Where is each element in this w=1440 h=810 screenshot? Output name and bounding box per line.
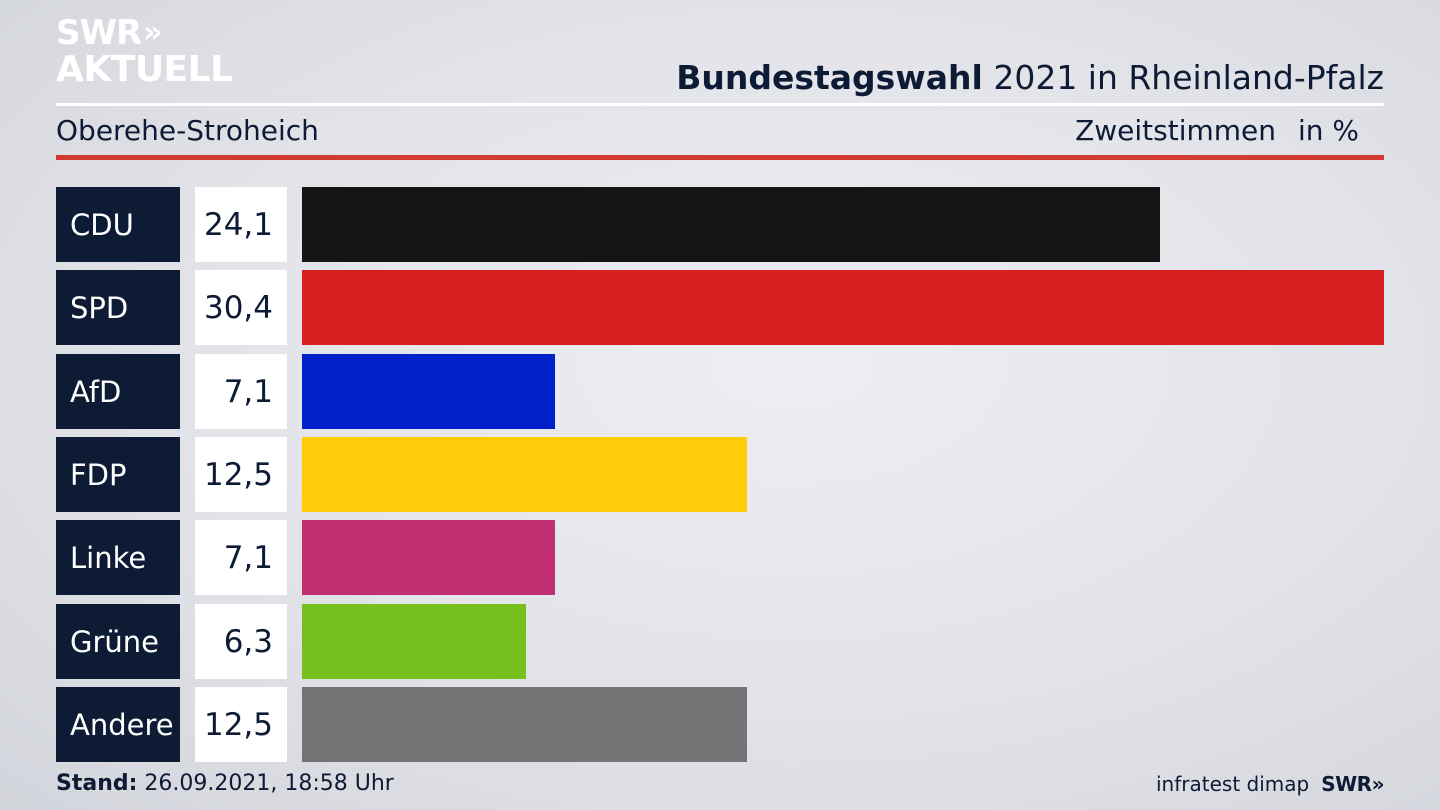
party-label: AfD (56, 354, 180, 429)
bar (302, 354, 555, 429)
title-bold: Bundestagswahl (676, 58, 983, 97)
logo-chevrons-icon: » (143, 15, 163, 50)
vote-type-label: Zweitstimmen (1075, 114, 1276, 147)
party-label: SPD (56, 270, 180, 345)
party-label: Linke (56, 520, 180, 595)
value-label: 12,5 (195, 687, 287, 762)
unit-label: in % (1298, 114, 1360, 147)
bar (302, 437, 747, 512)
party-label: Andere (56, 687, 180, 762)
source-name: infratest dimap (1156, 772, 1310, 796)
bar (302, 270, 1384, 345)
bar (302, 604, 526, 679)
party-label: Grüne (56, 604, 180, 679)
header-divider (56, 103, 1384, 106)
value-label: 24,1 (195, 187, 287, 262)
swr-aktuell-logo: SWR» AKTUELL (56, 16, 233, 88)
value-label: 7,1 (195, 354, 287, 429)
stand-label: Stand: (56, 771, 138, 796)
stand-value: 26.09.2021, 18:58 Uhr (137, 771, 394, 796)
value-label: 12,5 (195, 437, 287, 512)
region-name: Oberehe-Stroheich (56, 114, 319, 147)
party-label: FDP (56, 437, 180, 512)
chart-title: Bundestagswahl 2021 in Rheinland-Pfalz (676, 58, 1384, 97)
party-label: CDU (56, 187, 180, 262)
logo-line1: SWR (56, 13, 142, 53)
value-label: 7,1 (195, 520, 287, 595)
bar (302, 687, 747, 762)
swr-small-logo: SWR» (1321, 772, 1384, 796)
bar (302, 520, 555, 595)
bar (302, 187, 1160, 262)
title-rest: 2021 in Rheinland-Pfalz (982, 58, 1384, 97)
logo-line2: AKTUELL (56, 49, 233, 90)
accent-divider (56, 155, 1384, 160)
value-label: 6,3 (195, 604, 287, 679)
value-label: 30,4 (195, 270, 287, 345)
source-credit: infratest dimap SWR» (1156, 772, 1384, 796)
timestamp: Stand: 26.09.2021, 18:58 Uhr (56, 771, 394, 796)
